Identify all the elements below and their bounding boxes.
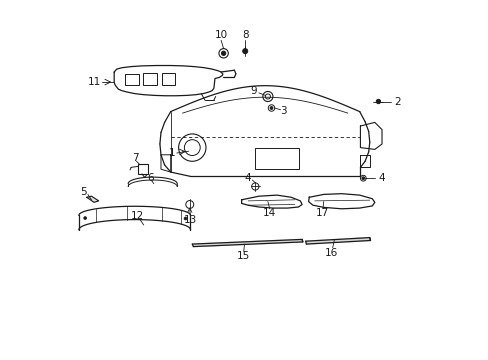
Circle shape	[361, 177, 364, 180]
Text: 9: 9	[250, 86, 256, 96]
Text: 6: 6	[146, 173, 153, 183]
Text: 2: 2	[393, 96, 400, 107]
Text: 15: 15	[237, 251, 250, 261]
Circle shape	[375, 99, 380, 104]
Text: 16: 16	[325, 248, 338, 258]
Bar	[162, 73, 175, 85]
Circle shape	[83, 217, 86, 220]
Text: 10: 10	[214, 30, 227, 40]
Text: 8: 8	[242, 30, 248, 40]
Bar	[142, 73, 156, 85]
Circle shape	[242, 49, 247, 54]
Circle shape	[183, 217, 186, 220]
Text: 11: 11	[87, 77, 101, 87]
Bar	[138, 164, 148, 174]
Bar	[125, 74, 139, 85]
Text: 1: 1	[168, 148, 175, 158]
Bar	[255, 148, 298, 169]
Polygon shape	[192, 239, 302, 247]
Polygon shape	[87, 196, 99, 202]
Text: 4: 4	[244, 173, 251, 183]
Text: 17: 17	[315, 208, 328, 218]
Circle shape	[269, 107, 272, 109]
Text: 5: 5	[80, 186, 86, 197]
Text: 3: 3	[280, 106, 286, 116]
Text: 13: 13	[183, 215, 197, 225]
Polygon shape	[114, 66, 223, 96]
Text: 14: 14	[263, 208, 276, 218]
Text: 4: 4	[377, 173, 384, 183]
Circle shape	[221, 51, 225, 55]
Text: 12: 12	[130, 211, 143, 221]
Text: 7: 7	[131, 153, 138, 163]
Polygon shape	[305, 238, 370, 244]
